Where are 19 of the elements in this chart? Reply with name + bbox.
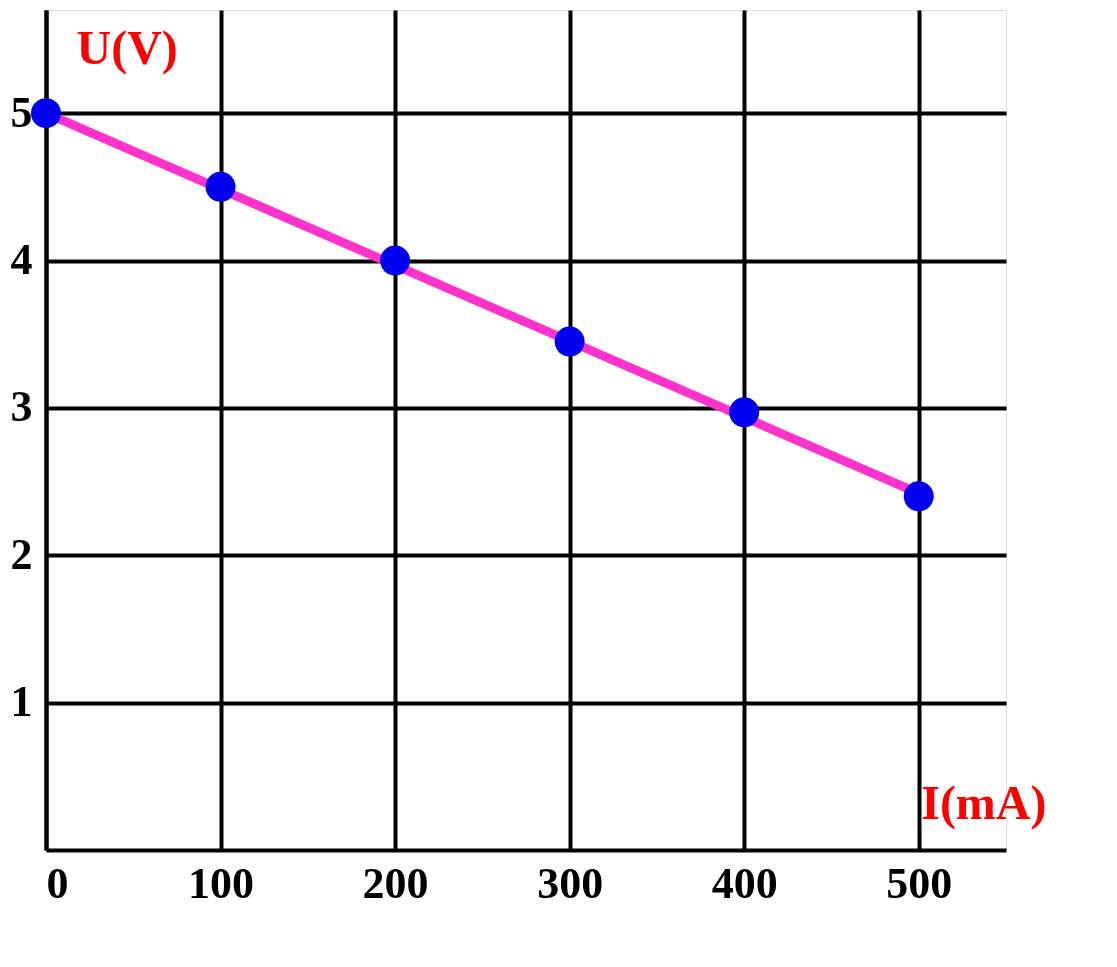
x-tick-label: 100 [188, 858, 255, 908]
y-tick-label: 4 [10, 235, 33, 285]
point [380, 245, 411, 276]
y-tick-label: 2 [10, 529, 33, 579]
x-tick-label: 200 [362, 858, 429, 908]
y-tick-label: 3 [10, 382, 33, 432]
y-tick-label: 1 [10, 677, 33, 727]
y-tick-label: 5 [10, 87, 33, 137]
point [31, 98, 61, 129]
point [729, 397, 760, 428]
y-axis-title: U(V) [76, 20, 178, 75]
x-axis-title: I(mA) [921, 775, 1047, 830]
x-tick-label: 400 [711, 858, 778, 908]
x-tick-label: 300 [537, 858, 604, 908]
point [903, 481, 934, 512]
point [554, 326, 585, 357]
point [205, 171, 236, 202]
x-tick-label: 500 [886, 858, 953, 908]
x-tick-label: 0 [46, 858, 69, 908]
